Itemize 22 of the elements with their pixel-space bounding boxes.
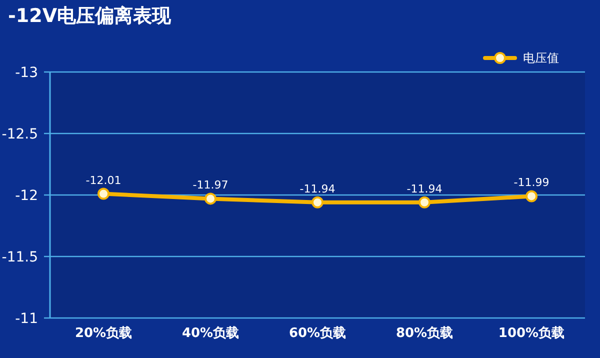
y-tick-label: -13: [15, 65, 38, 81]
y-tick-label: -11.5: [2, 250, 38, 266]
data-label: -11.97: [192, 178, 228, 192]
data-label: -11.94: [300, 182, 336, 196]
legend-label: 电压值: [523, 51, 559, 65]
x-tick-label: 80%负载: [396, 326, 454, 341]
point: [312, 196, 324, 208]
data-label: -12.01: [86, 174, 122, 187]
data-label: -11.99: [514, 176, 550, 190]
x-tick-label: 100%负载: [498, 326, 565, 341]
point: [418, 196, 430, 208]
y-tick-label: -12.5: [2, 126, 38, 142]
chart-title: -12V电压偏离表现: [8, 5, 172, 27]
point: [204, 192, 216, 205]
point: [98, 188, 110, 200]
y-tick-label: -11: [15, 311, 38, 327]
data-label: -11.94: [406, 182, 442, 196]
x-tick-label: 20%负载: [74, 326, 132, 341]
point: [526, 190, 538, 202]
x-tick-label: 60%负载: [288, 326, 346, 341]
y-tick-label: -12: [15, 188, 38, 204]
x-tick-label: 40%负载: [182, 326, 240, 341]
